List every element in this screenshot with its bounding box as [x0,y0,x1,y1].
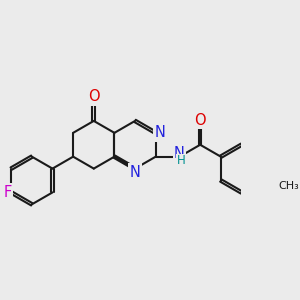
Text: CH₃: CH₃ [278,182,299,191]
Text: F: F [4,185,12,200]
Text: O: O [194,113,206,128]
Text: N: N [174,146,185,161]
Text: N: N [154,125,165,140]
Text: O: O [88,89,100,104]
Text: N: N [130,165,140,180]
Text: H: H [177,154,186,167]
